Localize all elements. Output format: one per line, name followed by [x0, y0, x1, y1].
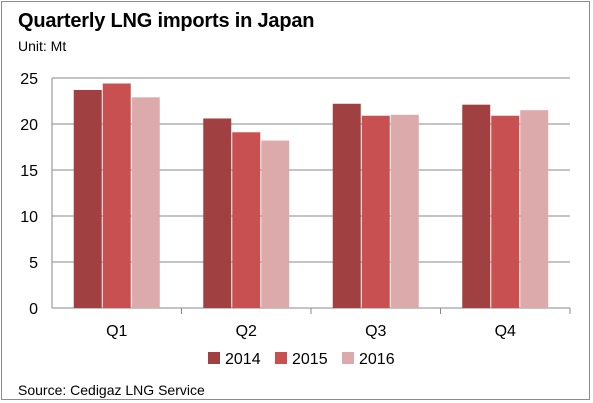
bar-q1-2015	[102, 83, 131, 309]
y-tick-label: 15	[20, 163, 38, 180]
legend-swatch-2016	[342, 352, 354, 364]
chart-source: Source: Cedigaz LNG Service	[18, 382, 205, 398]
bar-q4-2014	[462, 104, 491, 309]
y-tick-label: 25	[20, 71, 38, 88]
y-tick-label: 10	[20, 209, 38, 226]
bar-q1-2014	[73, 89, 102, 309]
bar-q3-2014	[332, 103, 361, 308]
legend-swatch-2015	[275, 352, 287, 364]
bar-q4-2016	[520, 110, 549, 308]
bar-q2-2014	[203, 118, 232, 308]
chart-title: Quarterly LNG imports in Japan	[18, 10, 315, 32]
bar-q1-2016	[131, 97, 160, 308]
x-tick-label: Q1	[106, 323, 127, 340]
x-tick-label: Q3	[365, 323, 386, 340]
x-tick-label: Q4	[495, 323, 516, 340]
bar-q3-2015	[361, 115, 390, 308]
legend-label-2015: 2015	[292, 351, 328, 368]
y-tick-label: 20	[20, 117, 38, 134]
legend-label-2014: 2014	[225, 351, 261, 368]
bar-q2-2016	[261, 140, 290, 308]
y-tick-label: 0	[29, 301, 38, 318]
bar-q2-2015	[232, 132, 261, 308]
bar-q3-2016	[390, 114, 419, 308]
bar-q4-2015	[491, 115, 520, 308]
y-tick-label: 5	[29, 255, 38, 272]
legend-swatch-2014	[208, 352, 220, 364]
x-tick-label: Q2	[236, 323, 257, 340]
chart-subtitle: Unit: Mt	[18, 38, 67, 54]
legend-label-2016: 2016	[359, 351, 395, 368]
